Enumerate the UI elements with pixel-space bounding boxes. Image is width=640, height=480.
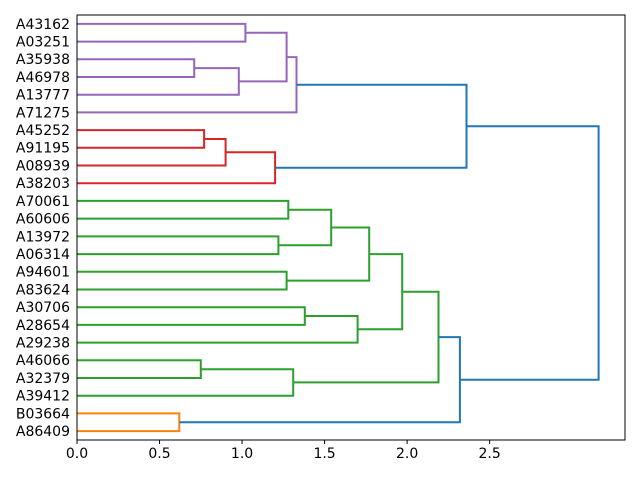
leaf-label-A32379: A32379 <box>16 371 70 387</box>
dendrogram-link-M14 <box>77 315 359 344</box>
leaf-label-A46978: A46978 <box>16 70 70 86</box>
dendrogram-link-M9 <box>77 235 280 256</box>
x-tick-label-2.5: 2.5 <box>479 446 501 462</box>
dendrogram-link-M13 <box>77 306 306 326</box>
leaf-label-A39412: A39412 <box>16 389 70 405</box>
x-tick-label-0.5: 0.5 <box>148 446 170 462</box>
leaf-label-A71275: A71275 <box>16 105 70 121</box>
leaf-label-A06314: A06314 <box>16 247 70 263</box>
dendrogram-link-M11 <box>77 270 288 291</box>
dendrogram-link-M8 <box>77 199 290 220</box>
x-tick-label-1.0: 1.0 <box>231 446 253 462</box>
dendrogram-link-M12 <box>286 226 371 282</box>
dendrogram-link-M1 <box>77 67 240 96</box>
leaf-label-A13972: A13972 <box>16 229 70 245</box>
dendrogram-link-M22 <box>459 125 600 381</box>
dendrogram-link-M0 <box>77 58 196 78</box>
x-tick-label-1.5: 1.5 <box>313 446 335 462</box>
leaf-label-A70061: A70061 <box>16 194 70 210</box>
leaf-label-A60606: A60606 <box>16 212 70 228</box>
leaf-label-A45252: A45252 <box>16 123 70 139</box>
dendrogram-link-M2 <box>77 22 247 43</box>
axes-border <box>76 14 626 441</box>
dendrogram-link-M18 <box>293 290 440 384</box>
dendrogram-link-M5 <box>77 129 206 149</box>
dendrogram-link-M4 <box>77 56 298 114</box>
leaf-label-A28654: A28654 <box>16 318 70 334</box>
x-tick-label-0.0: 0.0 <box>66 446 88 462</box>
dendrogram-link-M19 <box>77 412 181 433</box>
dendrogram-link-M16 <box>77 359 202 379</box>
dendrogram-link-M21 <box>179 336 461 424</box>
dendrogram-link-M20 <box>275 83 468 169</box>
leaf-label-B03664: B03664 <box>16 406 70 422</box>
dendrogram-link-M10 <box>278 208 333 247</box>
leaf-label-A91195: A91195 <box>16 141 70 157</box>
leaf-label-A03251: A03251 <box>16 34 70 50</box>
leaf-label-A83624: A83624 <box>16 282 70 298</box>
dendrogram-link-M17 <box>77 368 295 397</box>
dendrogram-link-M7 <box>77 151 277 185</box>
leaf-label-A38203: A38203 <box>16 176 70 192</box>
leaf-label-A43162: A43162 <box>16 17 70 33</box>
leaf-label-A13777: A13777 <box>16 88 70 104</box>
leaf-label-A08939: A08939 <box>16 158 70 174</box>
leaf-label-A30706: A30706 <box>16 300 70 316</box>
x-tick-label-2.0: 2.0 <box>396 446 418 462</box>
leaf-label-A35938: A35938 <box>16 52 70 68</box>
leaf-label-A86409: A86409 <box>16 424 70 440</box>
leaf-label-A94601: A94601 <box>16 265 70 281</box>
leaf-label-A46066: A46066 <box>16 353 70 369</box>
dendrogram-link-M15 <box>357 253 404 331</box>
leaf-label-A29238: A29238 <box>16 336 70 352</box>
